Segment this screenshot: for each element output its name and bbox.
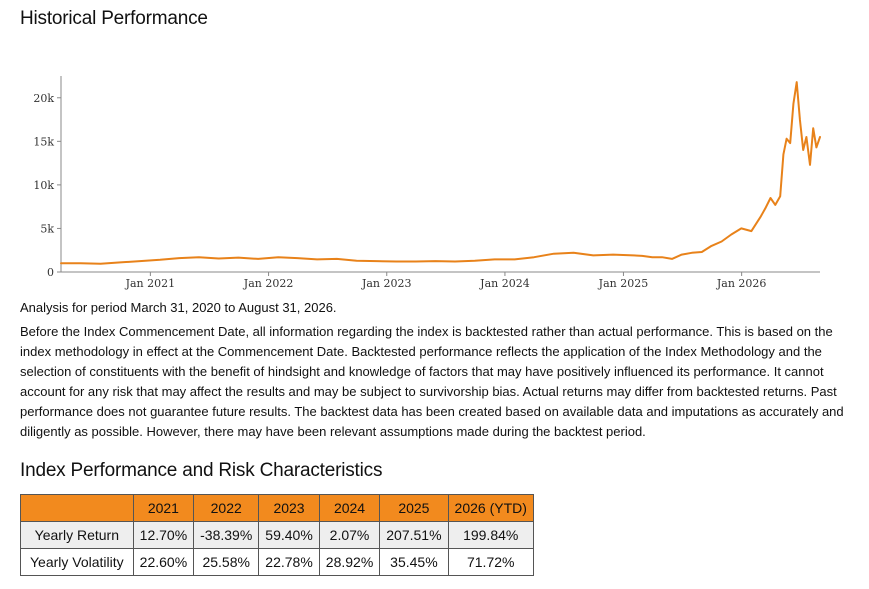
section-title-historical-performance: Historical Performance — [20, 8, 208, 29]
x-tick-label: Jan 2023 — [361, 277, 412, 290]
table-corner-cell — [20, 494, 134, 522]
x-tick-label: Jan 2026 — [716, 277, 767, 290]
performance-risk-table: 2021 2022 2023 2024 2025 2026 (YTD) Year… — [20, 494, 534, 576]
table-row: Yearly Volatility 22.60% 25.58% 22.78% 2… — [20, 548, 534, 576]
column-header: 2025 — [379, 494, 449, 522]
y-tick-label: 5k — [40, 222, 54, 235]
x-tick-label: Jan 2021 — [125, 277, 176, 290]
table-cell: 59.40% — [258, 521, 320, 549]
table-cell: -38.39% — [193, 521, 260, 549]
table-cell: 35.45% — [379, 548, 449, 576]
performance-chart-svg: 0 5k 10k 15k 20k Jan 2021 Jan 2022 Jan 2023 Jan … — [33, 76, 821, 290]
y-tick-label: 15k — [33, 135, 54, 148]
backtest-disclaimer-text: Before the Index Commencement Date, all … — [20, 324, 844, 439]
column-header: 2026 (YTD) — [447, 494, 534, 522]
index-level-line — [60, 81, 821, 265]
table-cell: 12.70% — [132, 521, 195, 549]
performance-chart: 0 5k 10k 15k 20k Jan 2021 Jan 2022 Jan 2023 Jan … — [0, 60, 869, 300]
row-label: Yearly Volatility — [20, 548, 134, 576]
table-cell: 199.84% — [447, 521, 534, 549]
x-tick-label: Jan 2022 — [243, 277, 294, 290]
table-cell: 2.07% — [318, 521, 381, 549]
y-tick-label: 0 — [47, 266, 54, 279]
column-header: 2023 — [258, 494, 320, 522]
y-tick-label: 20k — [33, 92, 54, 105]
column-header: 2024 — [318, 494, 381, 522]
table-cell: 25.58% — [193, 548, 260, 576]
table-cell: 28.92% — [318, 548, 381, 576]
table-row: Yearly Return 12.70% -38.39% 59.40% 2.07… — [20, 521, 534, 549]
x-tick-label: Jan 2024 — [479, 277, 530, 290]
row-label: Yearly Return — [20, 521, 134, 549]
column-header: 2022 — [193, 494, 260, 522]
table-header-row: 2021 2022 2023 2024 2025 2026 (YTD) — [20, 494, 534, 522]
table-cell: 71.72% — [447, 548, 534, 576]
y-tick-label: 10k — [33, 179, 54, 192]
table-cell: 22.78% — [258, 548, 320, 576]
table-cell: 207.51% — [379, 521, 449, 549]
analysis-period-text: Analysis for period March 31, 2020 to Au… — [20, 300, 337, 315]
section-title-performance-risk: Index Performance and Risk Characteristi… — [20, 460, 383, 481]
table-cell: 22.60% — [132, 548, 195, 576]
column-header: 2021 — [132, 494, 195, 522]
x-tick-label: Jan 2025 — [598, 277, 649, 290]
